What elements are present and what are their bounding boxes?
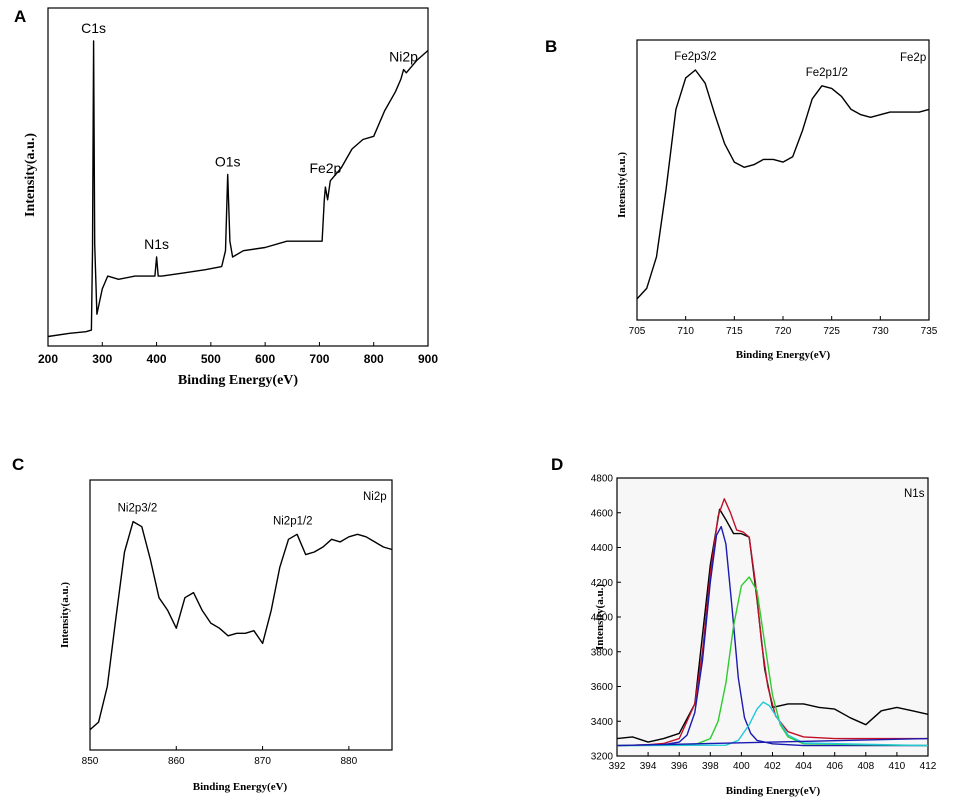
panel-d-xtick-label: 392 (609, 761, 626, 772)
panel-d-xlabel: Binding Energy(eV) (726, 785, 821, 797)
panel-d-xtick-label: 408 (857, 761, 874, 772)
panel-b-xtick-label: 735 (921, 326, 938, 337)
panel-d-background (617, 478, 928, 756)
panel-d-ytick-label: 3400 (591, 717, 614, 728)
panel-a-xtick-label: 500 (201, 352, 221, 366)
panel-a-xtick-label: 600 (255, 352, 275, 366)
panel-c-peak-label: Ni2p1/2 (273, 515, 313, 527)
panel-d-xtick-label: 394 (640, 761, 657, 772)
panel-label-a: A (14, 7, 26, 26)
panel-d-xtick-label: 402 (764, 761, 781, 772)
panel-b-xtick-label: 725 (823, 326, 840, 337)
panel-b-title: Fe2p (900, 52, 926, 64)
panel-a-xtick-label: 900 (418, 352, 438, 366)
panel-d-series-fit-peak-398.7 (616, 525, 928, 747)
panel-b-xlabel: Binding Energy(eV) (736, 349, 831, 361)
panel-b-xtick-label: 730 (872, 326, 889, 337)
panel-a-annotations: C1s N1s O1s Fe2p Ni2p (81, 20, 418, 252)
panel-c-annotations: Ni2p3/2 Ni2p1/2 (118, 503, 313, 528)
panel-d-ylabel: Intensity(a.u.) (594, 584, 606, 650)
panel-a-survey: 200 300 400 500 600 700 800 900 C1s N1s O1s Fe2p Ni… (23, 7, 438, 388)
panel-d-xtick-label: 396 (671, 761, 688, 772)
panel-a-series-group (47, 40, 429, 338)
panel-b-xtick-label: 705 (629, 326, 646, 337)
panel-d-series-group (616, 498, 929, 747)
panel-b-xtick-label: 710 (677, 326, 694, 337)
panel-d-xtick-label: 400 (733, 761, 750, 772)
panel-c-series-group (89, 520, 393, 731)
panel-a-peak-label: C1s (81, 20, 106, 36)
panel-c-xtick-label: 860 (168, 756, 185, 767)
panel-c-ticks: 850 860 870 880 (82, 746, 358, 767)
panel-label-d: D (551, 455, 563, 474)
panel-d-ytick-label: 4800 (591, 474, 614, 485)
panel-d-ytick-label: 4000 (591, 613, 614, 624)
panel-c-xtick-label: 870 (254, 756, 271, 767)
panel-c-ylabel: Intensity(a.u.) (59, 582, 71, 648)
panel-a-peak-label: Fe2p (309, 160, 341, 176)
panel-c-xtick-label: 850 (82, 756, 99, 767)
panel-c-peak-label: Ni2p3/2 (118, 503, 158, 515)
panel-b-annotations: Fe2p3/2 Fe2p1/2 (674, 51, 848, 79)
panel-c-xtick-label: 880 (341, 756, 358, 767)
panel-b-peak-label: Fe2p1/2 (806, 67, 848, 79)
panel-a-xlabel: Binding Energy(eV) (178, 373, 299, 388)
panel-a-peak-label: N1s (144, 236, 169, 252)
panel-a-xtick-label: 800 (364, 352, 384, 366)
panel-d-n1s: N1s 392 394 396 398 400 402 404 406 408 410 412 320… (591, 474, 937, 798)
panel-a-ylabel: Intensity(a.u.) (23, 133, 38, 217)
panel-d-xtick-label: 410 (889, 761, 906, 772)
panel-c-series-Ni2p (89, 520, 393, 731)
panel-d-ytick-label: 3800 (591, 647, 614, 658)
panel-a-series-survey (47, 40, 429, 338)
panel-b-xtick-label: 715 (726, 326, 743, 337)
panel-d-ytick-label: 4400 (591, 543, 614, 554)
panel-d-ytick-label: 4600 (591, 508, 614, 519)
panel-a-peak-label: O1s (215, 153, 241, 169)
panel-b-ticks: 705 710 715 720 725 730 735 (629, 316, 938, 337)
panel-d-ytick-label: 3600 (591, 682, 614, 693)
panel-b-ylabel: Intensity(a.u.) (616, 152, 628, 218)
panel-b-series-group (636, 69, 930, 300)
panel-a-xtick-label: 300 (92, 352, 112, 366)
panel-d-series-envelope (616, 498, 928, 747)
panel-d-title: N1s (904, 488, 925, 500)
panel-c-xlabel: Binding Energy(eV) (193, 781, 288, 793)
panel-d-xtick-label: 412 (920, 761, 937, 772)
panel-d-ytick-label: 4200 (591, 578, 614, 589)
panel-d-series-baseline (616, 737, 929, 747)
panel-a-peak-label: Ni2p (389, 49, 418, 65)
panel-b-fe2p: Fe2p 705 710 715 720 725 730 735 Fe2p3/2 Fe2p1/… (616, 39, 938, 361)
panel-d-xtick-label: 406 (826, 761, 843, 772)
panel-d-xtick-label: 398 (702, 761, 719, 772)
panel-a-xtick-label: 200 (38, 352, 58, 366)
panel-b-xtick-label: 720 (775, 326, 792, 337)
panel-b-series-Fe2p (636, 69, 930, 300)
panel-label-c: C (12, 455, 24, 474)
panel-d-series-fit-peak-401.5 (616, 701, 929, 747)
panel-d-ytick-label: 3200 (591, 752, 614, 763)
panel-c-frame (89, 479, 393, 751)
panel-a-ticks: 200 300 400 500 600 700 800 900 (38, 342, 438, 366)
panel-a-xtick-label: 400 (147, 352, 167, 366)
panel-d-xtick-label: 404 (795, 761, 812, 772)
panel-c-title: Ni2p (363, 491, 387, 503)
panel-label-b: B (545, 37, 557, 56)
panel-d-series-fit-peak-400.5 (616, 576, 929, 747)
panel-d-ticks: 392 394 396 398 400 402 404 406 408 410 412 3200 340… (591, 474, 937, 773)
panel-a-xtick-label: 700 (309, 352, 329, 366)
panel-c-ni2p: Ni2p 850 860 870 880 Ni2p3/2 Ni2p1/2 Binding… (59, 479, 393, 793)
panel-a-frame (47, 7, 429, 347)
panel-b-peak-label: Fe2p3/2 (674, 51, 716, 63)
panel-b-frame (636, 39, 930, 321)
